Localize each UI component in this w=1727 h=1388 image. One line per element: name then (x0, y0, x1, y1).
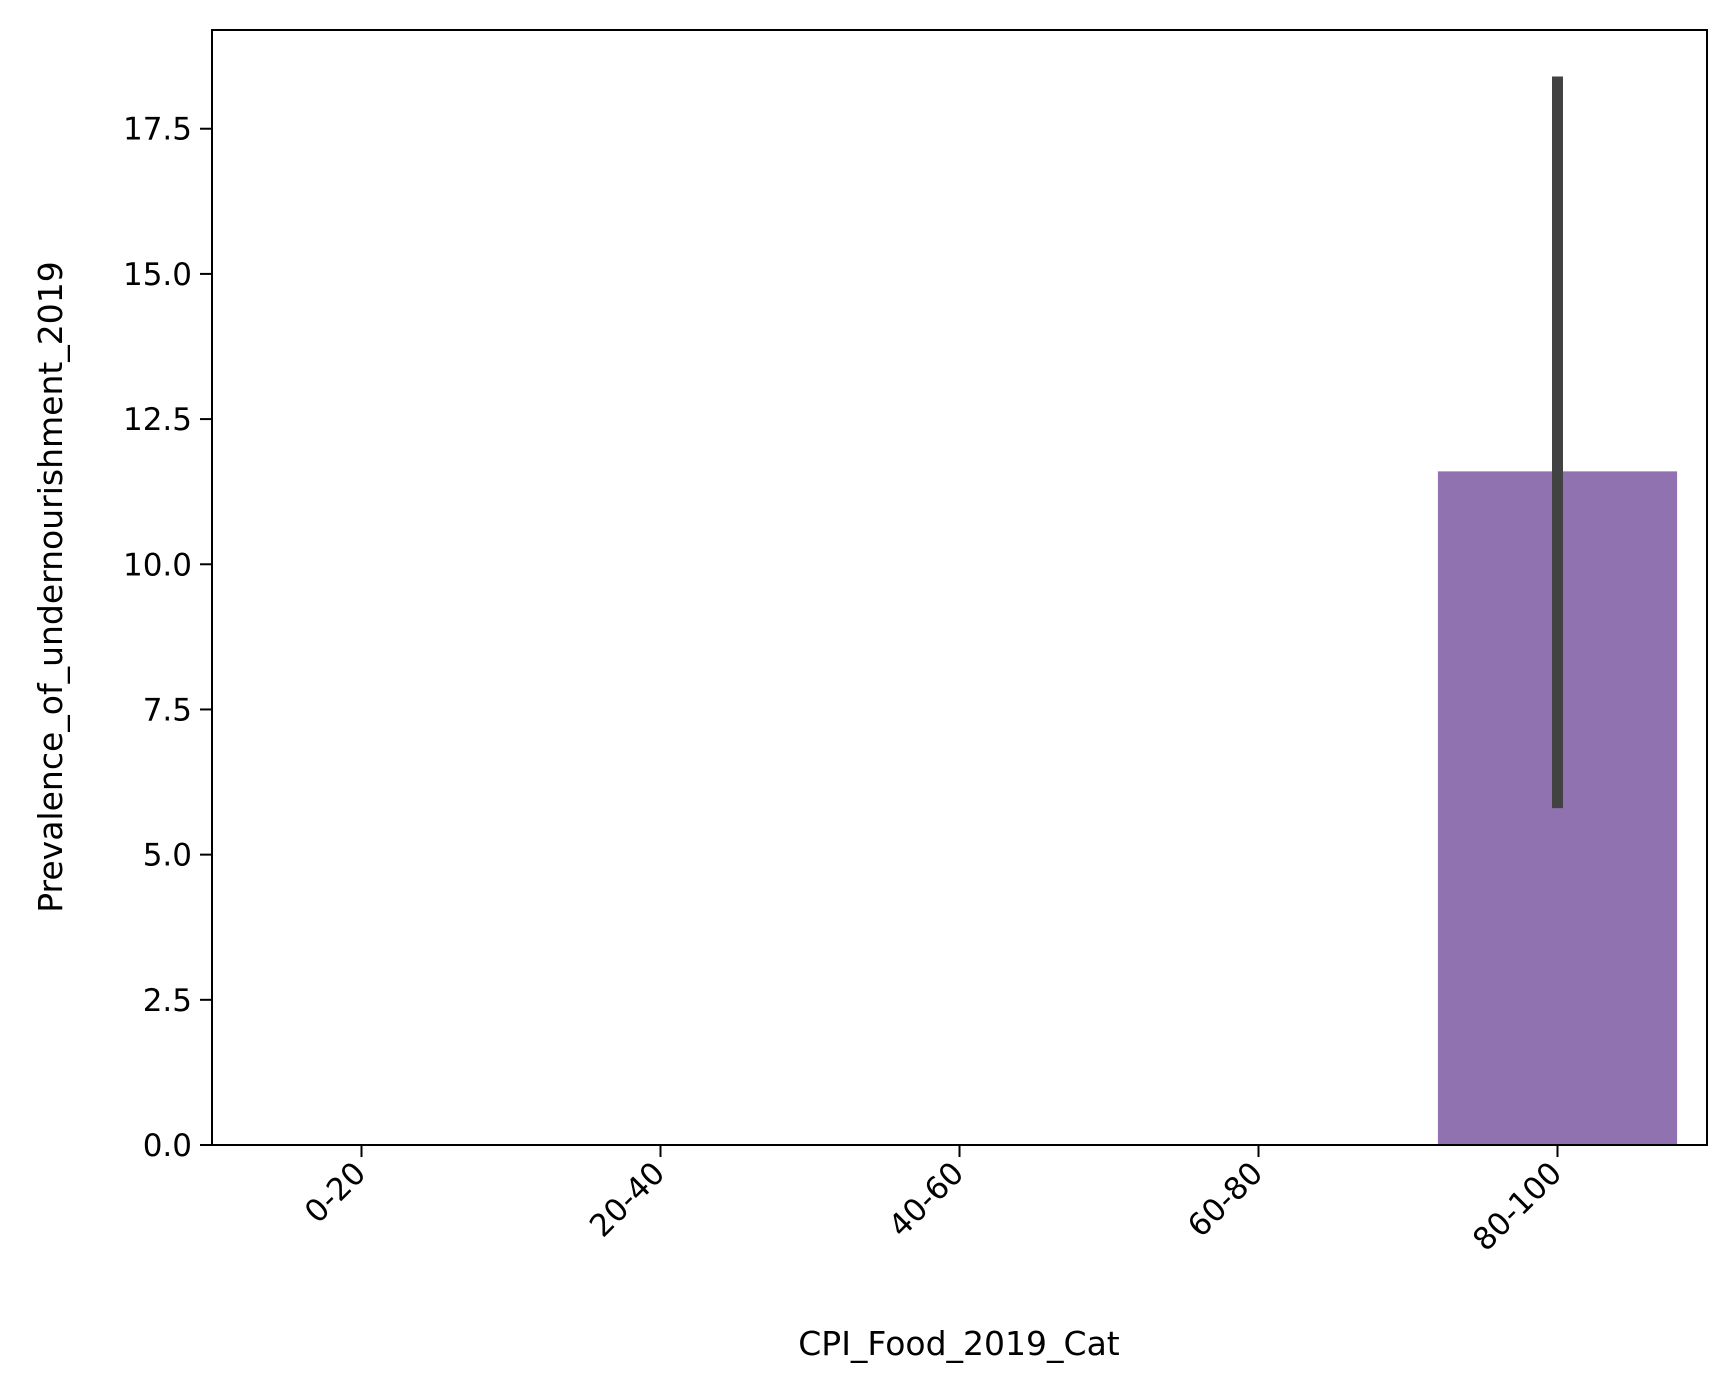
x-tick-label: 0-20 (298, 1155, 373, 1230)
y-tick-label: 17.5 (123, 112, 192, 148)
y-tick-label: 2.5 (143, 983, 192, 1019)
x-tick-label: 60-80 (1181, 1155, 1270, 1244)
y-tick-label: 5.0 (143, 838, 192, 874)
y-tick-label: 0.0 (143, 1128, 192, 1164)
x-tick-label: 80-100 (1466, 1155, 1569, 1258)
x-axis: 0-20 20-40 40-60 60-80 80-100 (298, 1145, 1569, 1258)
x-axis-label: CPI_Food_2019_Cat (798, 1324, 1120, 1363)
y-tick-label: 7.5 (143, 692, 192, 728)
y-axis: 0.0 2.5 5.0 7.5 10.0 12.5 15.0 17.5 (123, 112, 212, 1164)
y-tick-label: 12.5 (123, 402, 192, 438)
x-tick-label: 20-40 (583, 1155, 672, 1244)
y-tick-label: 10.0 (123, 547, 192, 583)
y-axis-label: Prevalence_of_undernourishment_2019 (31, 261, 70, 913)
x-tick-label: 40-60 (882, 1155, 971, 1244)
y-tick-label: 15.0 (123, 257, 192, 293)
